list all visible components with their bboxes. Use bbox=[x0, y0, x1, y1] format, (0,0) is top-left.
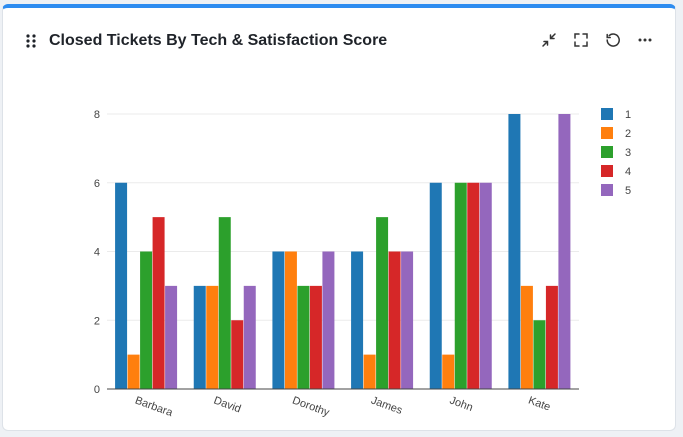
bar-james-score-5[interactable] bbox=[401, 251, 414, 390]
bar-david-score-4[interactable] bbox=[231, 320, 244, 389]
widget-title: Closed Tickets By Tech & Satisfaction Sc… bbox=[49, 32, 388, 49]
x-tick-label: Barbara bbox=[133, 395, 175, 420]
bar-dorothy-score-2[interactable] bbox=[284, 251, 297, 390]
more-icon[interactable] bbox=[635, 30, 655, 50]
x-tick-label: Dorothy bbox=[291, 395, 332, 420]
y-tick-label: 6 bbox=[94, 178, 100, 190]
fullscreen-icon[interactable] bbox=[571, 30, 591, 50]
bar-john-score-4[interactable] bbox=[467, 182, 480, 389]
bar-dorothy-score-3[interactable] bbox=[297, 285, 310, 389]
bar-david-score-1[interactable] bbox=[193, 285, 206, 389]
bar-david-score-3[interactable] bbox=[218, 217, 231, 389]
bar-barbara-score-5[interactable] bbox=[165, 285, 178, 389]
bar-dorothy-score-5[interactable] bbox=[322, 251, 335, 390]
legend-swatch-3[interactable] bbox=[601, 146, 613, 158]
y-tick-label: 8 bbox=[94, 109, 100, 121]
bar-barbara-score-1[interactable] bbox=[115, 182, 128, 389]
legend-swatch-5[interactable] bbox=[601, 184, 613, 196]
x-tick-label: David bbox=[212, 395, 243, 416]
widget-actions bbox=[539, 30, 655, 50]
bar-john-score-2[interactable] bbox=[442, 354, 455, 389]
legend-label[interactable]: 3 bbox=[625, 147, 631, 159]
x-tick-label: James bbox=[369, 395, 404, 418]
y-tick-label: 2 bbox=[94, 315, 100, 327]
bar-barbara-score-4[interactable] bbox=[152, 217, 165, 389]
bar-john-score-5[interactable] bbox=[479, 182, 492, 389]
bar-barbara-score-2[interactable] bbox=[127, 354, 140, 389]
legend-swatch-4[interactable] bbox=[601, 165, 613, 177]
widget-header: Closed Tickets By Tech & Satisfaction Sc… bbox=[3, 8, 675, 72]
legend-label[interactable]: 4 bbox=[625, 166, 631, 178]
bar-david-score-5[interactable] bbox=[243, 285, 256, 389]
x-tick-label: Kate bbox=[527, 395, 552, 414]
bar-david-score-2[interactable] bbox=[206, 285, 219, 389]
y-tick-label: 0 bbox=[94, 384, 100, 396]
legend-label[interactable]: 5 bbox=[625, 185, 631, 197]
bar-james-score-2[interactable] bbox=[363, 354, 376, 389]
bar-kate-score-1[interactable] bbox=[508, 114, 521, 389]
legend-swatch-2[interactable] bbox=[601, 127, 613, 139]
bar-barbara-score-3[interactable] bbox=[140, 251, 153, 390]
y-tick-label: 4 bbox=[94, 247, 100, 259]
bar-kate-score-4[interactable] bbox=[545, 285, 558, 389]
bar-chart: 0 2 4 6 8 Barbara David Dorothy James John Kate 1 2… bbox=[94, 108, 631, 420]
bar-john-score-3[interactable] bbox=[454, 182, 467, 389]
x-tick-label: John bbox=[448, 395, 475, 414]
chart-widget-card: Closed Tickets By Tech & Satisfaction Sc… bbox=[2, 4, 676, 431]
bar-dorothy-score-1[interactable] bbox=[272, 251, 285, 390]
bar-james-score-4[interactable] bbox=[388, 251, 401, 390]
collapse-icon[interactable] bbox=[539, 30, 559, 50]
drag-handle-icon[interactable] bbox=[25, 33, 37, 49]
bar-john-score-1[interactable] bbox=[429, 182, 442, 389]
bar-james-score-1[interactable] bbox=[351, 251, 364, 390]
bar-kate-score-3[interactable] bbox=[533, 320, 546, 389]
bar-james-score-3[interactable] bbox=[376, 217, 389, 389]
refresh-icon[interactable] bbox=[603, 30, 623, 50]
legend-swatch-1[interactable] bbox=[601, 108, 613, 120]
bar-kate-score-5[interactable] bbox=[558, 114, 571, 389]
legend-label[interactable]: 1 bbox=[625, 109, 631, 121]
legend-label[interactable]: 2 bbox=[625, 128, 631, 140]
bar-dorothy-score-4[interactable] bbox=[309, 285, 322, 389]
bar-kate-score-2[interactable] bbox=[520, 285, 533, 389]
